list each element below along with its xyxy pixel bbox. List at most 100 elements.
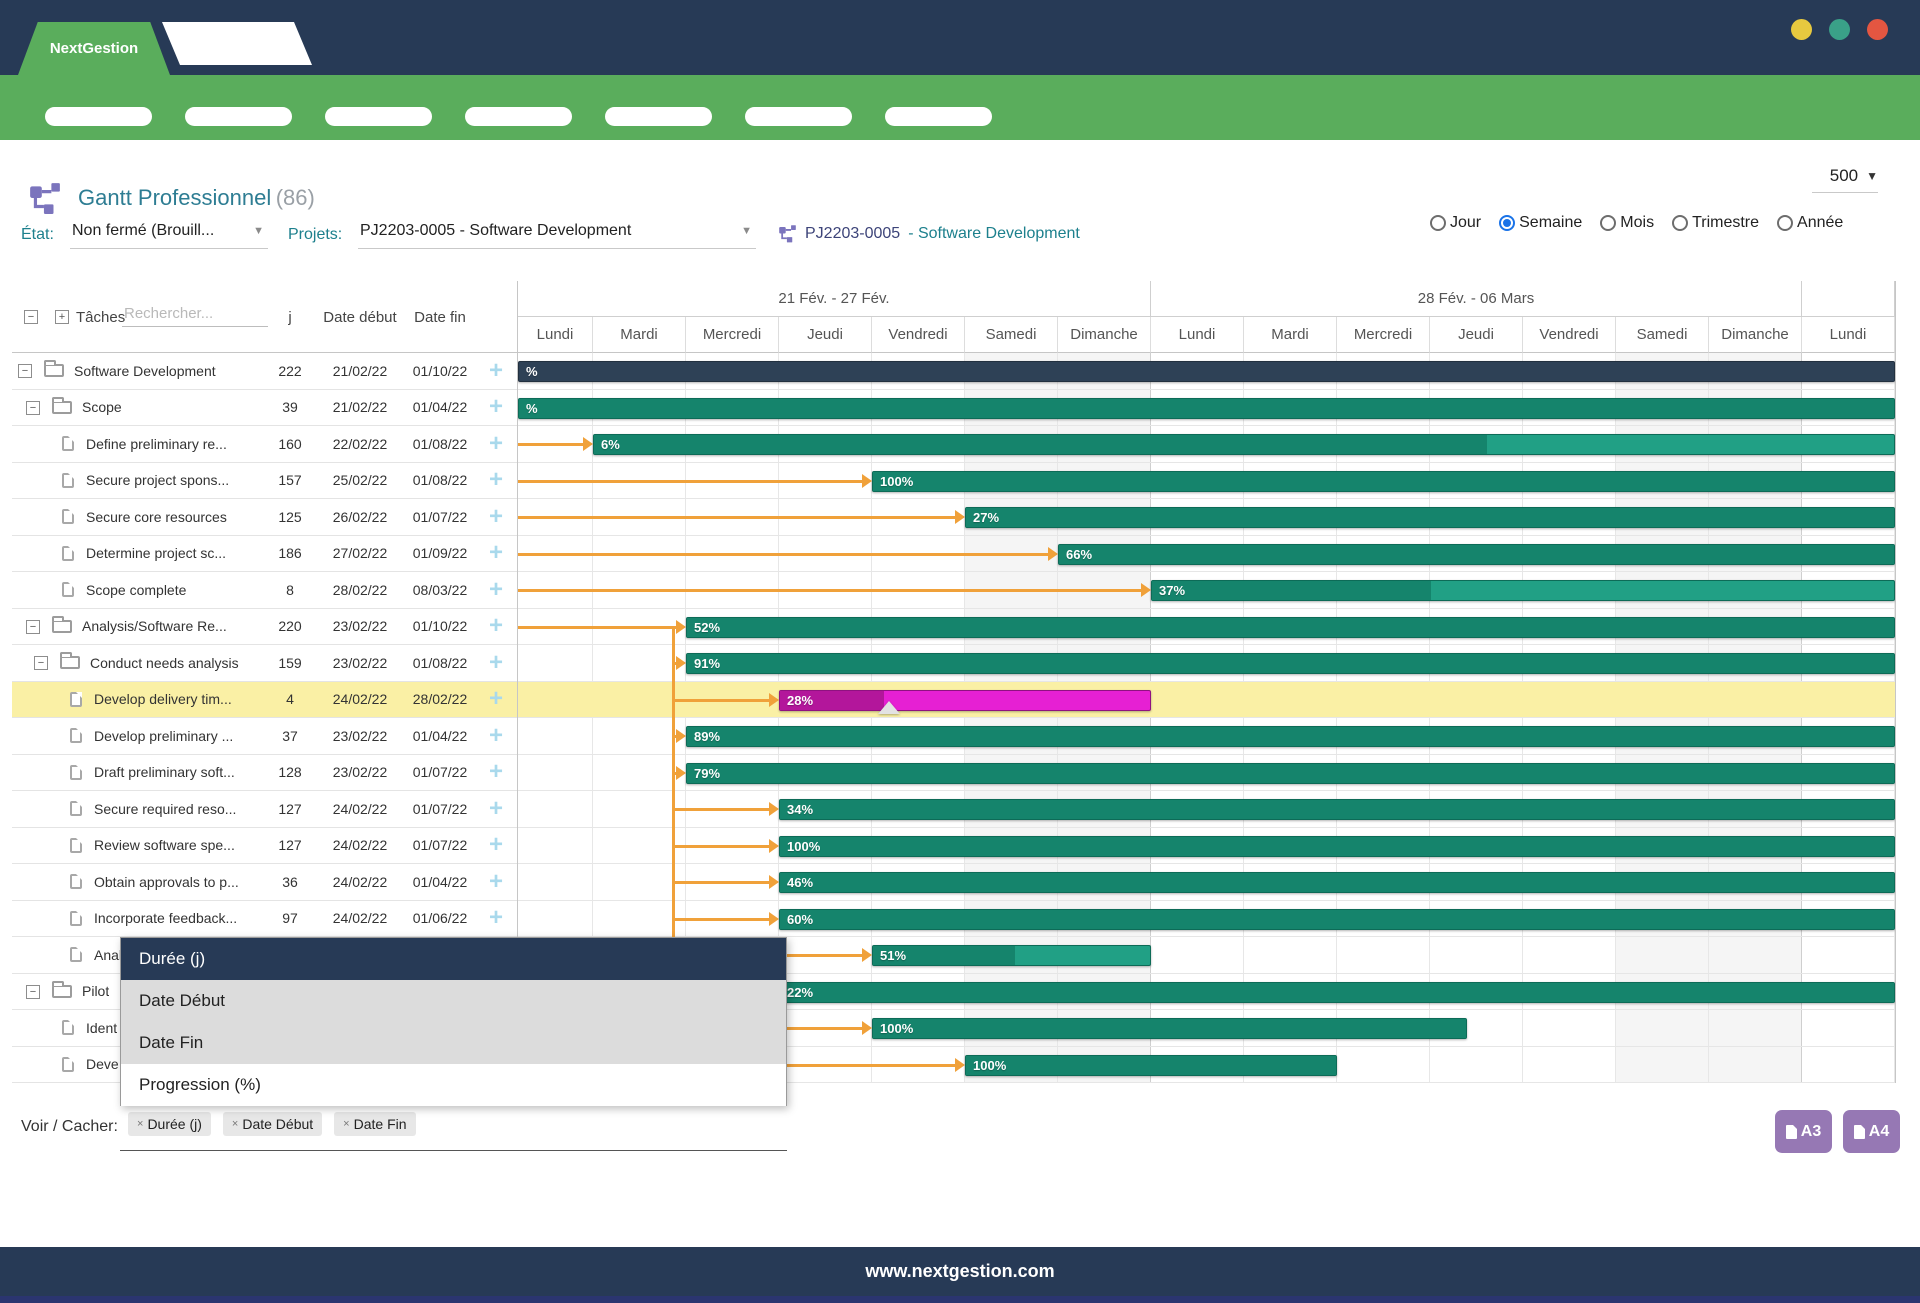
projets-select[interactable]: PJ2203-0005 - Software Development ▼: [358, 222, 756, 249]
add-subtask-button[interactable]: +: [488, 758, 503, 786]
remove-chip-icon[interactable]: ×: [231, 1118, 239, 1130]
gantt-task-bar[interactable]: 79%: [686, 762, 1895, 784]
gantt-task-bar[interactable]: 34%: [779, 799, 1895, 820]
gantt-task-bar[interactable]: 100%: [872, 1018, 1468, 1039]
gantt-task-bar[interactable]: 51%: [872, 945, 1151, 966]
column-chip[interactable]: × Date Fin: [334, 1112, 416, 1136]
nav-pill[interactable]: [605, 107, 712, 126]
table-row[interactable]: − Conduct needs analysis 159 23/02/22 01/08/…: [12, 645, 517, 682]
footer-url[interactable]: www.nextgestion.com: [865, 1261, 1055, 1281]
gantt-task-bar[interactable]: 28%: [779, 689, 1151, 711]
gantt-task-bar[interactable]: 91%: [686, 653, 1895, 674]
collapse-all-button[interactable]: −: [24, 310, 38, 324]
row-collapse-toggle[interactable]: −: [18, 364, 32, 378]
add-subtask-button[interactable]: +: [488, 575, 503, 603]
dependency-arrow-line: [518, 516, 956, 519]
dropdown-item-dur-e-j-[interactable]: Durée (j): [121, 938, 786, 980]
table-row[interactable]: Obtain approvals to p... 36 24/02/22 01/04/…: [12, 864, 517, 901]
gantt-task-bar[interactable]: 66%: [1058, 543, 1895, 565]
export-a3-button[interactable]: A3: [1775, 1110, 1832, 1153]
column-chip[interactable]: × Durée (j): [128, 1112, 211, 1136]
dropdown-item-date-fin[interactable]: Date Fin: [121, 1022, 786, 1064]
view-mode-jour[interactable]: Jour: [1430, 214, 1481, 232]
add-subtask-button[interactable]: +: [488, 612, 503, 640]
brand-tab[interactable]: NextGestion: [18, 22, 170, 75]
export-a4-button[interactable]: A4: [1843, 1110, 1900, 1153]
search-input[interactable]: [122, 303, 268, 327]
add-subtask-button[interactable]: +: [488, 648, 503, 676]
gantt-task-bar[interactable]: 6%: [593, 434, 1895, 455]
nav-pill[interactable]: [325, 107, 432, 126]
project-link[interactable]: PJ2203-0005 - Software Development: [778, 224, 1080, 243]
task-start-date: 23/02/22: [332, 764, 388, 781]
expand-all-button[interactable]: +: [55, 310, 69, 324]
gantt-task-bar[interactable]: 60%: [779, 908, 1895, 930]
add-subtask-button[interactable]: +: [488, 867, 503, 895]
table-row[interactable]: Secure core resources 125 26/02/22 01/07/22…: [12, 499, 517, 536]
view-mode-mois[interactable]: Mois: [1600, 214, 1654, 232]
dropdown-item-date-d-but[interactable]: Date Début: [121, 980, 786, 1022]
add-subtask-button[interactable]: +: [488, 393, 503, 421]
chip-label: Date Fin: [353, 1116, 407, 1132]
row-collapse-toggle[interactable]: −: [34, 656, 48, 670]
remove-chip-icon[interactable]: ×: [137, 1118, 144, 1130]
add-subtask-button[interactable]: +: [488, 466, 503, 494]
table-row[interactable]: Determine project sc... 186 27/02/22 01/09/…: [12, 535, 517, 572]
view-mode-label: Trimestre: [1692, 214, 1760, 231]
dropdown-item-progression-[interactable]: Progression (%): [121, 1064, 786, 1106]
table-row[interactable]: − Scope 39 21/02/22 01/04/22 +: [12, 389, 517, 426]
gantt-task-bar[interactable]: 52%: [686, 616, 1895, 638]
nav-pill[interactable]: [45, 107, 152, 126]
view-mode-année[interactable]: Année: [1777, 214, 1843, 232]
view-mode-semaine[interactable]: Semaine: [1499, 214, 1582, 232]
table-row[interactable]: Draft preliminary soft... 128 23/02/22 01/0…: [12, 754, 517, 791]
table-row[interactable]: Incorporate feedback... 97 24/02/22 01/06/2…: [12, 900, 517, 937]
gantt-task-bar[interactable]: 89%: [686, 726, 1895, 747]
table-row[interactable]: Scope complete 8 28/02/22 08/03/22 +: [12, 572, 517, 609]
window-close-dot[interactable]: [1867, 19, 1888, 40]
table-row[interactable]: Develop preliminary ... 37 23/02/22 01/04/2…: [12, 718, 517, 755]
table-row[interactable]: Secure project spons... 157 25/02/22 01/08/…: [12, 462, 517, 499]
add-subtask-button[interactable]: +: [488, 904, 503, 932]
gantt-task-bar[interactable]: 100%: [872, 470, 1895, 492]
add-subtask-button[interactable]: +: [488, 356, 503, 384]
gantt-task-bar[interactable]: 37%: [1151, 580, 1895, 601]
nav-pill[interactable]: [885, 107, 992, 126]
gantt-task-bar[interactable]: 100%: [779, 835, 1895, 857]
gantt-task-bar[interactable]: 100%: [965, 1054, 1337, 1076]
gantt-task-bar[interactable]: %: [518, 397, 1895, 419]
day-header-cell: Lundi: [1151, 317, 1244, 353]
table-row[interactable]: Define preliminary re... 160 22/02/22 01/08…: [12, 426, 517, 463]
window-maximize-dot[interactable]: [1829, 19, 1850, 40]
remove-chip-icon[interactable]: ×: [343, 1118, 350, 1130]
row-collapse-toggle[interactable]: −: [26, 619, 40, 634]
gantt-task-bar[interactable]: 46%: [779, 872, 1895, 893]
gantt-task-bar[interactable]: 22%: [779, 981, 1895, 1003]
table-row[interactable]: Secure required reso... 127 24/02/22 01/07/…: [12, 791, 517, 828]
page-size-select[interactable]: 500 ▼: [1812, 166, 1878, 193]
row-collapse-toggle[interactable]: −: [26, 984, 40, 999]
etat-select[interactable]: Non fermé (Brouill... ▼: [70, 222, 268, 249]
table-row[interactable]: Develop delivery tim... 4 24/02/22 28/02/22…: [12, 681, 517, 718]
nav-pill[interactable]: [465, 107, 572, 126]
row-collapse-toggle[interactable]: −: [26, 400, 40, 415]
nav-pill[interactable]: [185, 107, 292, 126]
add-subtask-button[interactable]: +: [488, 685, 503, 713]
table-row[interactable]: − Analysis/Software Re... 220 23/02/22 01/10…: [12, 608, 517, 645]
add-subtask-button[interactable]: +: [488, 831, 503, 859]
add-subtask-button[interactable]: +: [488, 502, 503, 530]
gantt-task-bar[interactable]: %: [518, 361, 1895, 382]
table-row[interactable]: − Software Development 222 21/02/22 01/10/22…: [12, 353, 517, 390]
add-subtask-button[interactable]: +: [488, 539, 503, 567]
progress-drag-handle[interactable]: [878, 700, 900, 714]
table-row[interactable]: Review software spe... 127 24/02/22 01/07/2…: [12, 827, 517, 864]
window-minimize-dot[interactable]: [1791, 19, 1812, 40]
gantt-task-bar[interactable]: 27%: [965, 507, 1895, 528]
view-mode-trimestre[interactable]: Trimestre: [1672, 214, 1759, 232]
add-subtask-button[interactable]: +: [488, 721, 503, 749]
add-subtask-button[interactable]: +: [488, 429, 503, 457]
nav-pill[interactable]: [745, 107, 852, 126]
column-chip[interactable]: × Date Début: [222, 1112, 323, 1136]
day-header-cell: Dimanche: [1058, 317, 1151, 353]
add-subtask-button[interactable]: +: [488, 794, 503, 822]
